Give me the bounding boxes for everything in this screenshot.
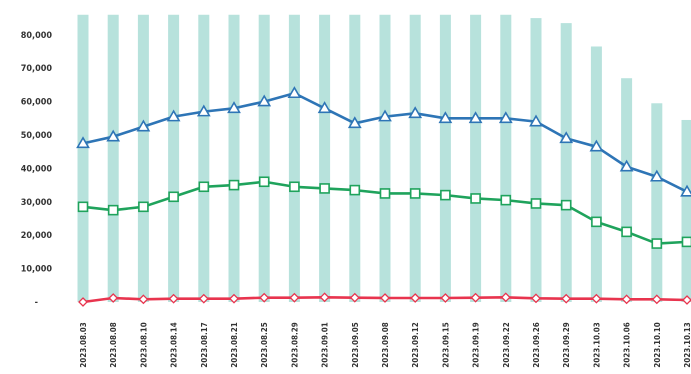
bar [410,15,421,302]
point-marker [441,191,450,200]
x-tick-label: 2023.09.26 [532,322,541,368]
x-tick-label: 2023.09.05 [351,322,360,368]
y-tick-label: 80,000 [21,31,53,41]
x-tick-label: 2023.10.13 [683,322,691,368]
y-tick-label: 70,000 [21,64,53,74]
point-marker [532,199,541,208]
x-tick-label: 2023.10.06 [623,322,632,368]
x-tick-label: 2023.08.08 [109,322,118,368]
point-marker [139,202,148,211]
point-marker [683,237,691,246]
bar [138,15,149,302]
x-tick-label: 2023.09.19 [472,322,481,368]
point-marker [109,206,118,215]
x-tick-label: 2023.10.03 [592,322,601,368]
point-marker [230,181,239,190]
x-tick-label: 2023.09.12 [411,322,420,368]
bar [198,15,209,302]
y-tick-label: 10,000 [21,265,53,275]
bar [531,18,542,302]
x-tick-label: 2023.09.08 [381,322,390,368]
bar [621,78,632,302]
y-tick-label: 30,000 [21,198,53,208]
bar [682,120,691,302]
x-tick-label: 2023.10.10 [653,322,662,368]
point-marker [622,227,631,236]
bar [259,15,270,302]
point-marker [471,194,480,203]
bar [78,15,89,302]
bar [440,15,451,302]
bar [591,46,602,302]
point-marker [290,182,299,191]
point-marker [652,239,661,248]
bar [470,15,481,302]
y-tick-label: - [35,298,38,308]
point-marker [562,201,571,210]
point-marker [592,217,601,226]
x-tick-label: 2023.08.17 [200,322,209,368]
x-tick-label: 2023.08.29 [290,322,299,368]
point-marker [501,196,510,205]
bar [380,15,391,302]
point-marker [199,182,208,191]
x-tick-label: 2023.09.01 [321,322,330,368]
bar [651,103,662,302]
y-tick-label: 60,000 [21,98,53,108]
x-tick-label: 2023.09.22 [502,322,511,368]
bar [319,15,330,302]
x-tick-label: 2023.09.29 [562,322,571,368]
bar [108,15,119,302]
x-tick-label: 2023.08.10 [139,322,148,368]
point-marker [79,202,88,211]
x-tick-label: 2023.09.15 [441,322,450,368]
point-marker [320,184,329,193]
bar [349,15,360,302]
x-tick-label: 2023.08.14 [170,322,179,368]
y-tick-label: 40,000 [21,164,53,174]
point-marker [411,189,420,198]
point-marker [350,186,359,195]
bar [500,15,511,302]
point-marker [381,189,390,198]
x-tick-label: 2023.08.25 [260,322,269,368]
x-tick-label: 2023.08.21 [230,322,239,368]
point-marker [169,192,178,201]
bar [561,23,572,302]
y-tick-label: 50,000 [21,131,53,141]
bar [229,15,240,302]
point-marker [260,177,269,186]
x-tick-label: 2023.08.03 [79,322,88,368]
bar [168,15,179,302]
bar [289,15,300,302]
y-tick-label: 20,000 [21,231,53,241]
